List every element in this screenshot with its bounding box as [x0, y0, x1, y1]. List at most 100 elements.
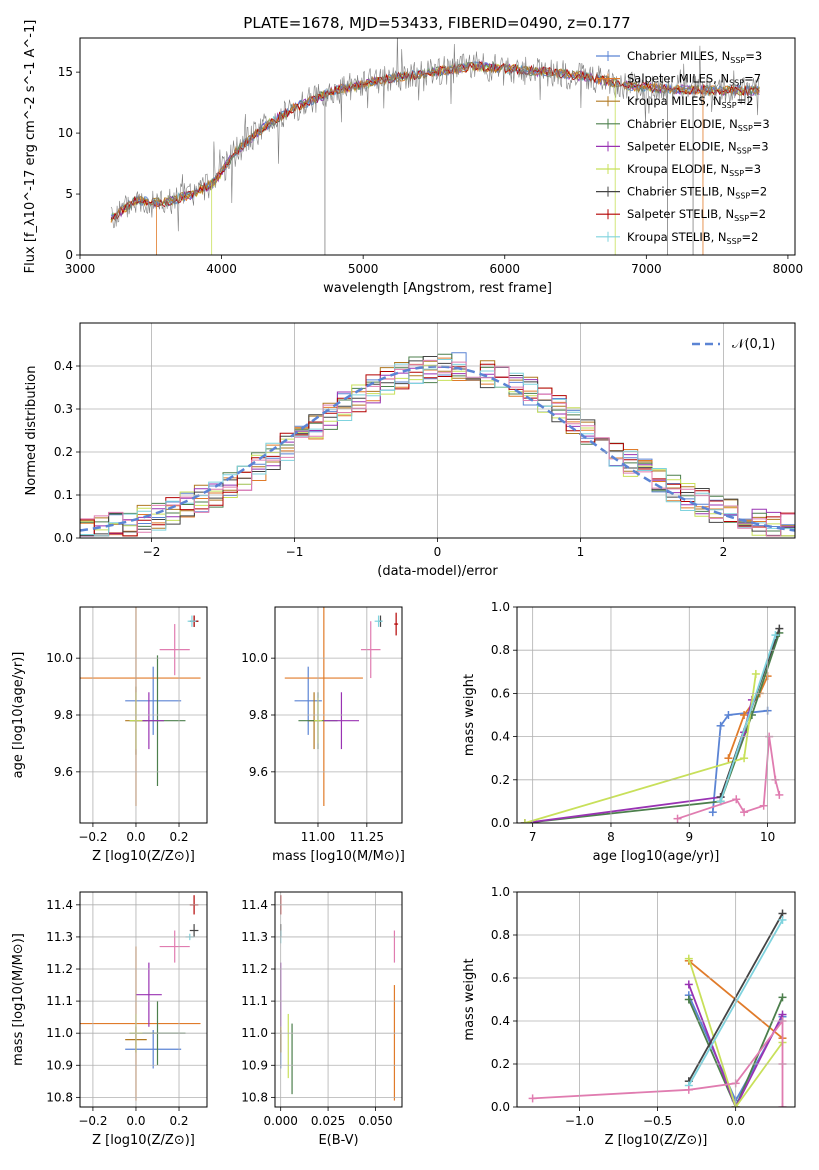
residuals-legend-label: 𝒩(0,1) — [732, 337, 775, 352]
mass_age-plot-area — [284, 607, 399, 806]
legend-value: =2 — [737, 94, 754, 108]
figure-title: PLATE=1678, MJD=53433, FIBERID=0490, z=0… — [243, 14, 630, 32]
spectrum-x-tick-label: 5000 — [348, 262, 379, 276]
model-spectrum-salpeter_stelib — [110, 61, 760, 220]
z_mass-y-tick-label: 11.1 — [46, 994, 73, 1008]
residuals-x-tick-label: −2 — [143, 545, 161, 559]
legend-label-chabrier_miles: Chabrier MILES, NSSP=3 — [627, 49, 762, 65]
spectrum-y-tick-label: 15 — [58, 65, 73, 79]
legend-subscript: SSP — [727, 237, 742, 246]
z_mass-frame — [79, 891, 208, 1108]
z_age-ylabel: age [log10(age/yr)] — [11, 652, 26, 779]
age_weight-plot-area — [520, 624, 784, 823]
legend-label-chabrier_stelib: Chabrier STELIB, NSSP=2 — [627, 185, 767, 201]
legend-value: =3 — [745, 49, 762, 63]
mass_age-y-tick-label: 10.0 — [241, 651, 268, 665]
age_weight-y-tick-label: 0.2 — [491, 773, 510, 787]
spectrum-y-tick-label: 5 — [65, 187, 73, 201]
age_weight-x-tick-label: 9 — [685, 830, 693, 844]
ebv_mass-y-tick-label: 11.0 — [241, 1026, 268, 1040]
legend-value: =3 — [752, 139, 769, 153]
legend-label-chabrier_elodie: Chabrier ELODIE, NSSP=3 — [627, 117, 770, 133]
z_mass-y-tick-label: 11.2 — [46, 962, 73, 976]
ebv_mass-xlabel: E(B-V) — [318, 1133, 358, 1148]
z_weight-y-tick-label: 0.0 — [491, 1100, 510, 1114]
z_weight-y-tick-label: 0.8 — [491, 928, 510, 942]
weight-line-salpeter_elodie — [687, 984, 784, 1107]
spectrum-xlabel: wavelength [Angstrom, rest frame] — [323, 281, 552, 296]
mass_age-chart: 11.00 11.25 9.6 9.8 10.0 mass [log10(M/M⊙)] — [241, 606, 405, 864]
ebv_mass-x-tick-label: 0.025 — [311, 1114, 345, 1128]
spectrum-y-tick-label: 10 — [58, 126, 73, 140]
mass_age-x-tick-label: 11.00 — [301, 830, 335, 844]
residuals-x-tick-label: 0 — [434, 545, 442, 559]
spectrum-x-tick-label: 3000 — [65, 262, 96, 276]
mass_age-xlabel: mass [log10(M/M⊙)] — [272, 849, 405, 864]
z_age-x-tick-label: −0.2 — [78, 830, 107, 844]
age_weight-y-tick-label: 0.0 — [491, 816, 510, 830]
weight-line-chabrier_elodie — [524, 632, 781, 823]
spectrum-y-tick-label: 0 — [65, 248, 73, 262]
legend-subscript: SSP — [722, 101, 737, 110]
spectrum-frame — [79, 37, 796, 256]
legend-value: =2 — [742, 230, 759, 244]
z_age-x-tick-label: 0.0 — [126, 830, 145, 844]
ebv_mass-y-tick-label: 11.1 — [241, 994, 268, 1008]
ebv_mass-y-tick-label: 11.4 — [241, 898, 268, 912]
z_mass-y-tick-label: 10.8 — [46, 1090, 73, 1104]
residuals-x-tick-label: −1 — [286, 545, 304, 559]
legend-subscript: SSP — [734, 214, 749, 223]
z_weight-ylabel: mass weight — [462, 958, 477, 1040]
residuals-y-tick-label: 0.0 — [54, 531, 73, 545]
spectrum-x-tick-label: 7000 — [631, 262, 662, 276]
legend-label-salpeter_elodie: Salpeter ELODIE, NSSP=3 — [627, 139, 769, 155]
z_age-y-tick-label: 10.0 — [46, 651, 73, 665]
age_weight-y-tick-label: 0.6 — [491, 686, 510, 700]
ebv_mass-plot-area — [280, 895, 396, 1101]
age_weight-x-tick-label: 8 — [607, 830, 615, 844]
legend-value: =3 — [753, 117, 770, 131]
z_age-y-tick-label: 9.8 — [54, 708, 73, 722]
ebv_mass-y-tick-label: 11.3 — [241, 930, 268, 944]
weight-line-chabrier_elodie — [687, 997, 784, 1107]
mass_age-frame — [274, 606, 403, 824]
spectrum-ylabel: Flux [f_λ10^-17 erg cm^-2 s^-1 A^-1] — [23, 20, 38, 274]
z_mass-y-tick-label: 11.3 — [46, 930, 73, 944]
z_mass-y-tick-label: 10.9 — [46, 1058, 73, 1072]
residuals-xlabel: (data-model)/error — [377, 564, 498, 579]
spectrum-x-tick-label: 4000 — [206, 262, 237, 276]
legend-label-kroupa_stelib: Kroupa STELIB, NSSP=2 — [627, 230, 758, 246]
z_mass-y-tick-label: 11.4 — [46, 898, 73, 912]
residuals-y-tick-label: 0.2 — [54, 445, 73, 459]
spectrum-legend: Chabrier MILES, NSSP=3 Salpeter MILES, NS… — [596, 49, 770, 246]
ebv_mass-y-tick-label: 10.8 — [241, 1090, 268, 1104]
z_age-y-tick-label: 9.6 — [54, 765, 73, 779]
legend-label-salpeter_miles: Salpeter MILES, NSSP=7 — [627, 72, 761, 88]
z_weight-x-tick-label: −0.5 — [643, 1114, 672, 1128]
age_weight-chart: 7 8 9 10 0.0 0.2 0.4 0.6 0.8 1.0 age [log10(age/yr… — [462, 600, 796, 864]
age_weight-x-tick-label: 10 — [760, 830, 775, 844]
mass_age-y-tick-label: 9.8 — [249, 708, 268, 722]
legend-value: =3 — [744, 162, 761, 176]
legend-subscript: SSP — [735, 192, 750, 201]
legend-subscript: SSP — [738, 124, 753, 133]
z_age-frame — [79, 606, 208, 824]
legend-subscript: SSP — [737, 146, 752, 155]
legend-label-kroupa_elodie: Kroupa ELODIE, NSSP=3 — [627, 162, 761, 178]
ebv_mass-chart: 0.000 0.025 0.050 10.8 10.9 11.0 11.1 11.2 11.3 1… — [241, 891, 403, 1148]
weight-line-pink — [532, 1018, 784, 1107]
residuals-y-tick-label: 0.4 — [54, 359, 73, 373]
z_mass-y-tick-label: 11.0 — [46, 1026, 73, 1040]
z_mass-x-tick-label: −0.2 — [78, 1114, 107, 1128]
legend-value: =2 — [750, 185, 767, 199]
residuals-ylabel: Normed distribution — [24, 366, 39, 496]
z_weight-x-tick-label: −1.0 — [565, 1114, 594, 1128]
z_weight-y-tick-label: 0.4 — [491, 1014, 510, 1028]
age_weight-xlabel: age [log10(age/yr)] — [593, 849, 720, 864]
z_mass-xlabel: Z [log10(Z/Z⊙)] — [92, 1133, 195, 1148]
age_weight-x-tick-label: 7 — [529, 830, 537, 844]
plots-container: 3000 4000 5000 6000 7000 8000051015wavelength… — [11, 20, 803, 1148]
z_age-xlabel: Z [log10(Z/Z⊙)] — [92, 849, 195, 864]
observed-spectrum-line — [110, 38, 760, 232]
mass_age-y-tick-label: 9.6 — [249, 765, 268, 779]
